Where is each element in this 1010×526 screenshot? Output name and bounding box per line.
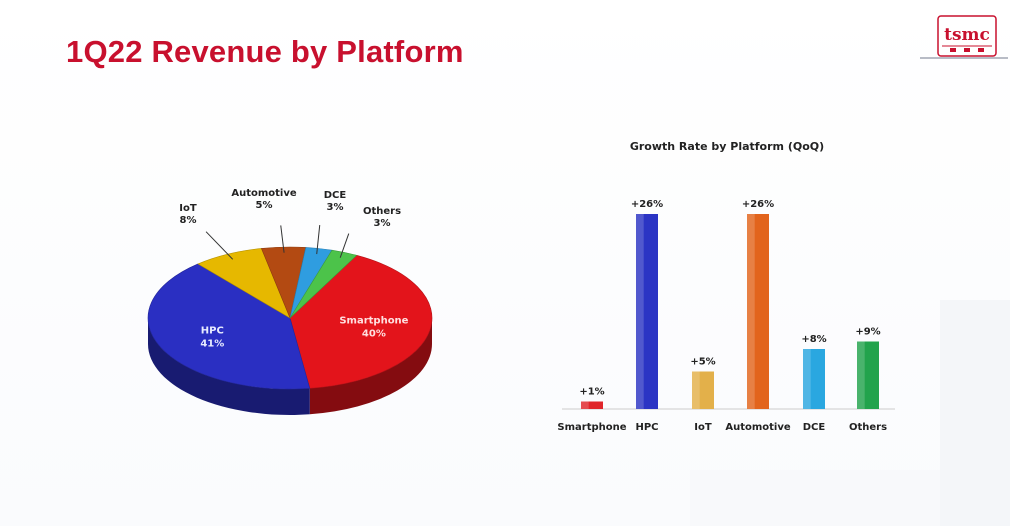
tsmc-logo: tsmc [937, 15, 997, 57]
bar-value-label: +9% [855, 327, 880, 338]
bar-hpc [636, 214, 658, 409]
pie-label-name: Others [363, 206, 401, 217]
background-block [940, 300, 1010, 526]
bar-value-label: +5% [690, 357, 715, 368]
bar-series: +1% Smartphone +26% HPC +5% IoT +26% Automotive… [557, 199, 887, 433]
bar-highlight [803, 349, 811, 409]
pie-label-name: IoT [179, 203, 197, 214]
logo-text: tsmc [944, 25, 990, 45]
pie-top-faces [147, 246, 433, 390]
pie-label-value: 3% [327, 202, 344, 213]
bar-category-label: DCE [803, 422, 826, 433]
pie-label-value: 41% [200, 338, 224, 349]
pie-label-value: 40% [362, 328, 386, 339]
bar-chart: Growth Rate by Platform (QoQ) +1% Smartph… [557, 140, 895, 433]
pie-side-hpc [148, 318, 310, 415]
bar-value-label: +8% [801, 334, 826, 345]
bar-others [857, 341, 879, 409]
pie-label-name: Smartphone [339, 315, 408, 326]
pie-leader-line [205, 231, 234, 260]
pie-side-smartphone [309, 318, 432, 415]
pie-label-name: Automotive [231, 188, 297, 199]
pie-slice-others [289, 249, 358, 319]
pie-labels: Smartphone40%HPC41%IoT8%Automotive5%DCE3… [179, 188, 408, 349]
bar-category-label: IoT [694, 422, 712, 433]
bar-value-label: +26% [631, 199, 663, 210]
pie-chart: Smartphone40%HPC41%IoT8%Automotive5%DCE3… [147, 188, 433, 415]
pie-side-walls [148, 318, 432, 415]
bar-dce [803, 349, 825, 409]
bar-automotive [747, 214, 769, 409]
bar-highlight [747, 214, 755, 409]
bar-chart-title: Growth Rate by Platform (QoQ) [630, 140, 824, 153]
bar-value-label: +1% [579, 387, 604, 398]
bar-category-label: Smartphone [557, 422, 626, 433]
pie-leader-line [339, 233, 350, 258]
bar-category-label: HPC [635, 422, 658, 433]
bar-highlight [636, 214, 644, 409]
bar-highlight [857, 341, 865, 409]
bar-highlight [581, 401, 589, 409]
pie-leader-line [316, 225, 321, 255]
bar-iot [692, 371, 714, 409]
pie-slice-hpc [147, 263, 311, 390]
pie-label-value: 5% [256, 200, 273, 211]
bar-highlight [692, 371, 700, 409]
bar-category-label: Others [849, 422, 887, 433]
slide-title: 1Q22 Revenue by Platform [66, 34, 464, 69]
pie-label-name: HPC [201, 325, 224, 336]
pie-label-name: DCE [324, 190, 347, 201]
bar-smartphone [581, 401, 603, 409]
background-block [690, 470, 940, 526]
pie-label-value: 3% [374, 218, 391, 229]
pie-slice-smartphone [289, 254, 433, 389]
bar-category-label: Automotive [725, 422, 791, 433]
bar-value-label: +26% [742, 199, 774, 210]
logo-tagline-mark [920, 57, 1008, 59]
pie-label-value: 8% [180, 215, 197, 226]
pie-leader-line [280, 225, 285, 253]
